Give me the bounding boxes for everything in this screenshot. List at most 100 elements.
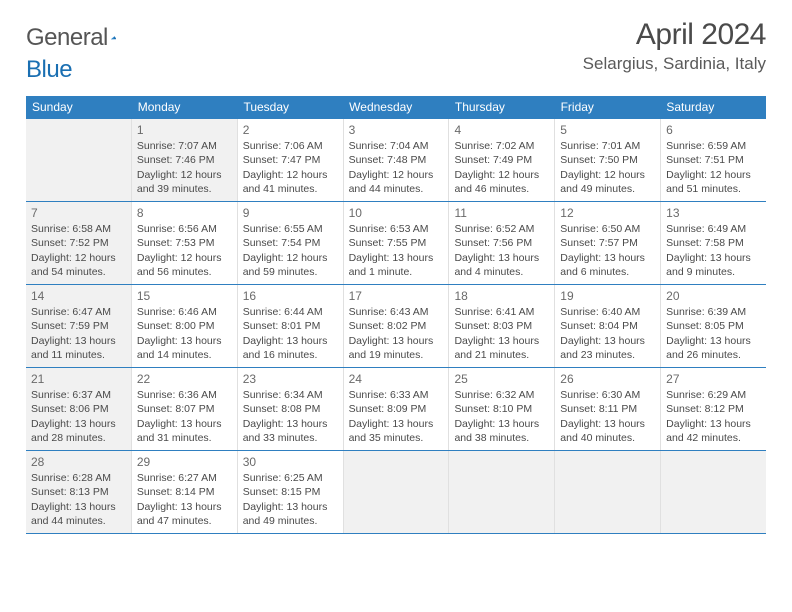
daylight1-label: Daylight: 13 hours — [666, 417, 761, 431]
day-number: 20 — [666, 288, 761, 304]
sun-info: Sunrise: 6:46 AMSunset: 8:00 PMDaylight:… — [137, 305, 232, 362]
daylight1-label: Daylight: 12 hours — [454, 168, 549, 182]
logo-text-a: General — [26, 24, 108, 52]
sunrise-label: Sunrise: 6:27 AM — [137, 471, 232, 485]
sunset-label: Sunset: 8:06 PM — [31, 402, 126, 416]
daylight1-label: Daylight: 13 hours — [243, 417, 338, 431]
sun-info: Sunrise: 6:47 AMSunset: 7:59 PMDaylight:… — [31, 305, 126, 362]
dayname-wed: Wednesday — [343, 96, 449, 119]
logo-text-b: Blue — [26, 56, 72, 84]
daylight2-label: and 1 minute. — [349, 265, 444, 279]
sunset-label: Sunset: 8:11 PM — [560, 402, 655, 416]
calendar-cell: 13Sunrise: 6:49 AMSunset: 7:58 PMDayligh… — [661, 202, 766, 284]
day-names-row: Sunday Monday Tuesday Wednesday Thursday… — [26, 96, 766, 119]
sunset-label: Sunset: 8:10 PM — [454, 402, 549, 416]
calendar-cell-empty — [344, 451, 450, 533]
daylight2-label: and 49 minutes. — [243, 514, 338, 528]
sunset-label: Sunset: 7:50 PM — [560, 153, 655, 167]
week-row: 1Sunrise: 7:07 AMSunset: 7:46 PMDaylight… — [26, 119, 766, 202]
day-number: 21 — [31, 371, 126, 387]
day-number: 8 — [137, 205, 232, 221]
daylight1-label: Daylight: 13 hours — [560, 251, 655, 265]
daylight2-label: and 9 minutes. — [666, 265, 761, 279]
daylight2-label: and 40 minutes. — [560, 431, 655, 445]
daylight1-label: Daylight: 13 hours — [243, 500, 338, 514]
daylight1-label: Daylight: 13 hours — [137, 334, 232, 348]
calendar-cell: 30Sunrise: 6:25 AMSunset: 8:15 PMDayligh… — [238, 451, 344, 533]
sunrise-label: Sunrise: 6:46 AM — [137, 305, 232, 319]
day-number: 14 — [31, 288, 126, 304]
sun-info: Sunrise: 6:40 AMSunset: 8:04 PMDaylight:… — [560, 305, 655, 362]
daylight2-label: and 16 minutes. — [243, 348, 338, 362]
sunrise-label: Sunrise: 7:07 AM — [137, 139, 232, 153]
sun-info: Sunrise: 6:28 AMSunset: 8:13 PMDaylight:… — [31, 471, 126, 528]
daylight1-label: Daylight: 13 hours — [349, 251, 444, 265]
daylight2-label: and 23 minutes. — [560, 348, 655, 362]
daylight1-label: Daylight: 13 hours — [349, 417, 444, 431]
calendar-cell: 16Sunrise: 6:44 AMSunset: 8:01 PMDayligh… — [238, 285, 344, 367]
calendar-cell: 25Sunrise: 6:32 AMSunset: 8:10 PMDayligh… — [449, 368, 555, 450]
daylight1-label: Daylight: 13 hours — [454, 334, 549, 348]
sunrise-label: Sunrise: 7:06 AM — [243, 139, 338, 153]
calendar-cell: 18Sunrise: 6:41 AMSunset: 8:03 PMDayligh… — [449, 285, 555, 367]
sunset-label: Sunset: 7:56 PM — [454, 236, 549, 250]
sunrise-label: Sunrise: 6:41 AM — [454, 305, 549, 319]
sun-info: Sunrise: 6:53 AMSunset: 7:55 PMDaylight:… — [349, 222, 444, 279]
sunset-label: Sunset: 8:09 PM — [349, 402, 444, 416]
daylight2-label: and 54 minutes. — [31, 265, 126, 279]
sunset-label: Sunset: 7:53 PM — [137, 236, 232, 250]
sunrise-label: Sunrise: 7:01 AM — [560, 139, 655, 153]
daylight1-label: Daylight: 13 hours — [349, 334, 444, 348]
daylight1-label: Daylight: 13 hours — [137, 417, 232, 431]
daylight2-label: and 28 minutes. — [31, 431, 126, 445]
sunset-label: Sunset: 8:15 PM — [243, 485, 338, 499]
calendar-cell: 28Sunrise: 6:28 AMSunset: 8:13 PMDayligh… — [26, 451, 132, 533]
daylight2-label: and 42 minutes. — [666, 431, 761, 445]
sun-info: Sunrise: 6:43 AMSunset: 8:02 PMDaylight:… — [349, 305, 444, 362]
daylight2-label: and 33 minutes. — [243, 431, 338, 445]
sunset-label: Sunset: 8:02 PM — [349, 319, 444, 333]
sunset-label: Sunset: 8:12 PM — [666, 402, 761, 416]
dayname-tue: Tuesday — [237, 96, 343, 119]
calendar-cell-empty — [555, 451, 661, 533]
day-number: 24 — [349, 371, 444, 387]
daylight2-label: and 59 minutes. — [243, 265, 338, 279]
dayname-thu: Thursday — [449, 96, 555, 119]
dayname-sat: Saturday — [660, 96, 766, 119]
logo: General — [26, 18, 139, 52]
daylight2-label: and 26 minutes. — [666, 348, 761, 362]
day-number: 9 — [243, 205, 338, 221]
sunrise-label: Sunrise: 6:32 AM — [454, 388, 549, 402]
sunrise-label: Sunrise: 6:58 AM — [31, 222, 126, 236]
daylight1-label: Daylight: 12 hours — [137, 168, 232, 182]
sunrise-label: Sunrise: 6:25 AM — [243, 471, 338, 485]
daylight2-label: and 44 minutes. — [349, 182, 444, 196]
sun-info: Sunrise: 7:06 AMSunset: 7:47 PMDaylight:… — [243, 139, 338, 196]
sun-info: Sunrise: 6:37 AMSunset: 8:06 PMDaylight:… — [31, 388, 126, 445]
sunset-label: Sunset: 7:47 PM — [243, 153, 338, 167]
dayname-fri: Friday — [555, 96, 661, 119]
month-title: April 2024 — [583, 18, 766, 52]
sunset-label: Sunset: 7:58 PM — [666, 236, 761, 250]
daylight2-label: and 4 minutes. — [454, 265, 549, 279]
calendar-cell: 19Sunrise: 6:40 AMSunset: 8:04 PMDayligh… — [555, 285, 661, 367]
weeks-container: 1Sunrise: 7:07 AMSunset: 7:46 PMDaylight… — [26, 119, 766, 534]
week-row: 28Sunrise: 6:28 AMSunset: 8:13 PMDayligh… — [26, 451, 766, 534]
daylight2-label: and 56 minutes. — [137, 265, 232, 279]
daylight1-label: Daylight: 13 hours — [666, 334, 761, 348]
sunset-label: Sunset: 8:08 PM — [243, 402, 338, 416]
sunset-label: Sunset: 8:05 PM — [666, 319, 761, 333]
week-row: 7Sunrise: 6:58 AMSunset: 7:52 PMDaylight… — [26, 202, 766, 285]
day-number: 22 — [137, 371, 232, 387]
day-number: 4 — [454, 122, 549, 138]
daylight2-label: and 44 minutes. — [31, 514, 126, 528]
logo-triangle-icon — [111, 29, 117, 47]
sun-info: Sunrise: 6:36 AMSunset: 8:07 PMDaylight:… — [137, 388, 232, 445]
sunrise-label: Sunrise: 6:53 AM — [349, 222, 444, 236]
day-number: 3 — [349, 122, 444, 138]
daylight1-label: Daylight: 13 hours — [31, 334, 126, 348]
sunrise-label: Sunrise: 6:59 AM — [666, 139, 761, 153]
daylight1-label: Daylight: 12 hours — [349, 168, 444, 182]
day-number: 28 — [31, 454, 126, 470]
calendar-cell: 12Sunrise: 6:50 AMSunset: 7:57 PMDayligh… — [555, 202, 661, 284]
